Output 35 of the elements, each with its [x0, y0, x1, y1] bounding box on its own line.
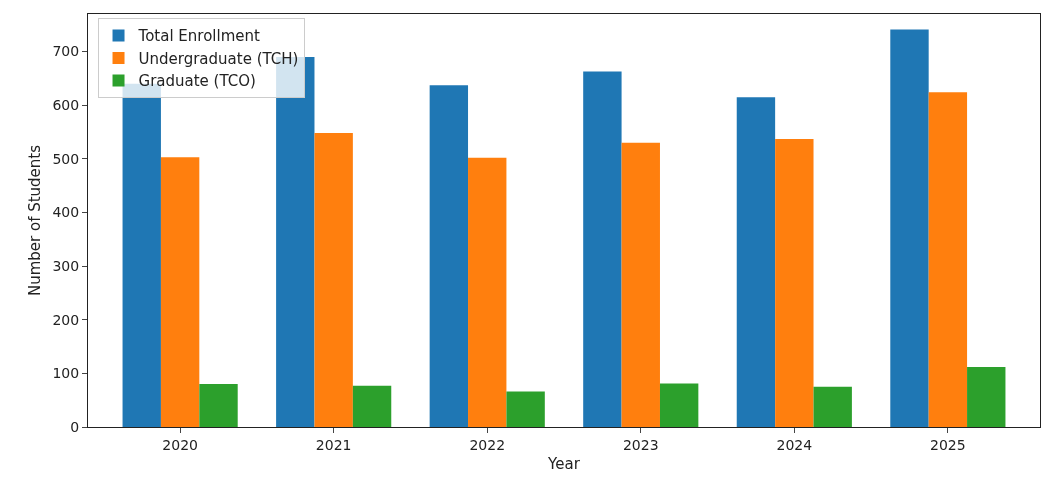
bar: [890, 29, 929, 427]
legend-label: Graduate (TCO): [138, 72, 256, 91]
bar: [199, 384, 238, 427]
x-tick-label: 2024: [776, 436, 813, 453]
y-tick-label: 600: [52, 97, 80, 114]
y-axis-title: Number of Students: [25, 144, 44, 297]
legend-label: Undergraduate (TCH): [138, 49, 299, 68]
x-tick-label: 2020: [162, 436, 198, 453]
bar: [967, 366, 1006, 427]
y-tick-label: 500: [52, 150, 80, 167]
y-tick-label: 400: [52, 204, 80, 221]
bar: [659, 383, 699, 427]
x-tick-label: 2023: [622, 436, 659, 453]
bar: [621, 142, 660, 427]
bar: [314, 133, 353, 427]
y-tick-label: 700: [52, 43, 80, 60]
x-tick-label: 2022: [469, 436, 506, 453]
bar: [813, 386, 852, 427]
bar: [429, 85, 469, 427]
bar: [352, 385, 392, 427]
bar: [736, 97, 776, 427]
bar: [160, 157, 200, 427]
legend-label: Total Enrollment: [137, 27, 260, 46]
y-tick-label: 200: [52, 311, 80, 328]
bar: [583, 71, 622, 427]
y-tick-label: 100: [52, 365, 80, 382]
y-tick-label: 0: [70, 418, 80, 435]
bar: [928, 92, 968, 427]
x-axis-title: Year: [547, 454, 581, 473]
bar: [775, 138, 814, 427]
y-tick-label: 300: [52, 257, 80, 274]
bar: [506, 391, 545, 427]
bar: [468, 157, 507, 427]
x-tick-label: 2025: [930, 436, 966, 453]
x-tick-label: 2021: [315, 436, 352, 453]
